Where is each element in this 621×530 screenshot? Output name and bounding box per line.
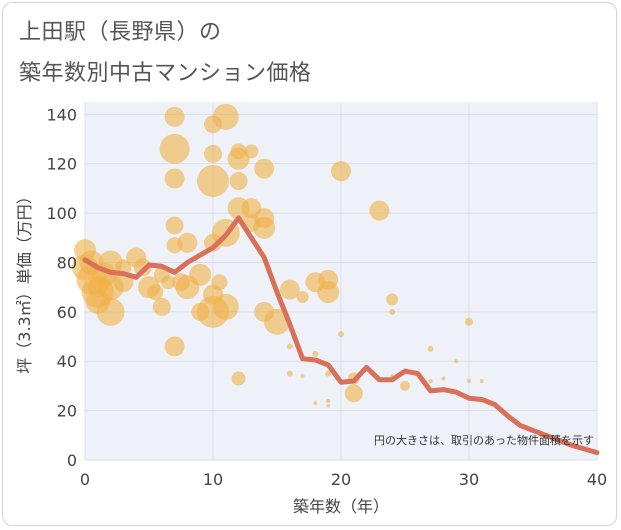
bubble-point-68: [338, 331, 344, 338]
bubble-point-27: [177, 232, 198, 253]
chart-title-line2: 築年数別中古マンション価格: [19, 61, 312, 86]
bubble-point-20: [164, 106, 185, 127]
y-tick-label-4: 80: [57, 253, 77, 272]
bubble-point-53: [264, 308, 290, 335]
bubble-point-16: [147, 284, 164, 301]
bubble-point-73: [386, 293, 399, 306]
chart-title-line1: 上田駅（長野県）の: [19, 20, 222, 45]
bubble-point-17: [152, 297, 171, 316]
bubble-point-32: [204, 144, 222, 163]
bubble-point-64: [325, 370, 332, 377]
bubble-point-77: [427, 345, 434, 352]
x-axis-label: 築年数（年）: [293, 497, 389, 516]
bubble-point-10: [96, 297, 125, 326]
bubble-point-78: [428, 378, 433, 383]
bubble-size-note: 円の大きさは、取引のあった物件面積を示す: [374, 433, 594, 447]
y-tick-labels: 0 20 40 60 80 100 120 140: [46, 105, 77, 470]
y-tick-label-0: 0: [67, 451, 77, 470]
y-tick-label-5: 100: [46, 204, 77, 223]
bubble-point-29: [189, 263, 212, 286]
bubble-point-80: [454, 359, 459, 364]
bubble-point-21: [159, 133, 190, 164]
y-tick-label-1: 20: [57, 402, 77, 421]
y-tick-label-7: 140: [46, 105, 77, 124]
x-tick-label-4: 40: [587, 470, 607, 489]
bubble-point-25: [164, 336, 185, 357]
bubble-point-37: [211, 274, 228, 291]
bubble-point-61: [313, 401, 318, 406]
bubble-point-81: [465, 317, 473, 326]
bubble-point-57: [296, 291, 309, 304]
bubble-point-51: [253, 216, 276, 239]
bubble-point-23: [165, 216, 184, 235]
bubble-point-76: [400, 380, 410, 391]
bubble-layer: [72, 103, 484, 408]
bubble-point-83: [479, 378, 484, 383]
bubble-point-66: [326, 403, 331, 408]
bubble-point-43: [229, 172, 248, 191]
x-tick-label-1: 10: [203, 470, 223, 489]
bubble-point-55: [286, 343, 293, 350]
x-tick-label-0: 0: [80, 470, 90, 489]
bubble-point-72: [369, 200, 390, 221]
bubble-point-74: [389, 308, 396, 315]
bubble-point-58: [300, 374, 305, 379]
y-axis-label: 坪（3.3㎡）単価（万円）: [15, 188, 34, 373]
bubble-point-71: [344, 384, 363, 403]
y-tick-label-6: 120: [46, 155, 77, 174]
x-tick-label-2: 20: [331, 470, 351, 489]
bubble-point-22: [164, 168, 185, 189]
bubble-point-19: [161, 275, 176, 290]
bubble-point-65: [326, 398, 331, 403]
bubble-point-82: [467, 378, 471, 383]
bubble-point-38: [212, 103, 239, 130]
x-tick-label-3: 30: [459, 470, 479, 489]
y-tick-label-2: 40: [57, 352, 77, 371]
bubble-point-60: [312, 350, 319, 357]
bubble-point-54: [279, 279, 300, 300]
price-trend-line: [82, 215, 600, 456]
bubble-point-14: [133, 258, 152, 277]
bubble-point-45: [231, 371, 246, 386]
x-tick-labels: 0 10 20 30 40: [80, 470, 607, 489]
bubble-point-67: [331, 161, 351, 182]
bubble-point-63: [317, 281, 340, 304]
bubble-point-56: [286, 370, 293, 377]
bubble-point-79: [441, 376, 446, 381]
bubble-point-46: [244, 144, 259, 159]
bubble-point-40: [212, 293, 239, 320]
bubble-point-33: [197, 165, 229, 198]
bubble-point-42: [227, 147, 250, 170]
y-tick-label-3: 60: [57, 303, 77, 322]
bubble-point-49: [254, 158, 275, 179]
